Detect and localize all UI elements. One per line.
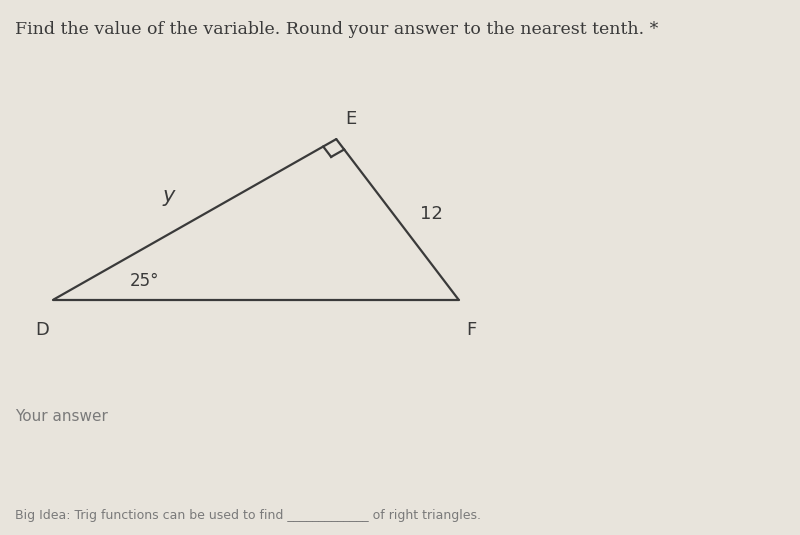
Text: Big Idea: Trig functions can be used to find _____________ of right triangles.: Big Idea: Trig functions can be used to …	[15, 509, 482, 522]
Text: y: y	[162, 187, 174, 207]
Text: E: E	[346, 110, 357, 128]
Text: F: F	[466, 321, 477, 339]
Text: 12: 12	[420, 205, 443, 223]
Text: 25°: 25°	[130, 272, 159, 290]
Text: D: D	[35, 321, 49, 339]
Text: Your answer: Your answer	[15, 409, 108, 424]
Text: Find the value of the variable. Round your answer to the nearest tenth. *: Find the value of the variable. Round yo…	[15, 21, 658, 39]
